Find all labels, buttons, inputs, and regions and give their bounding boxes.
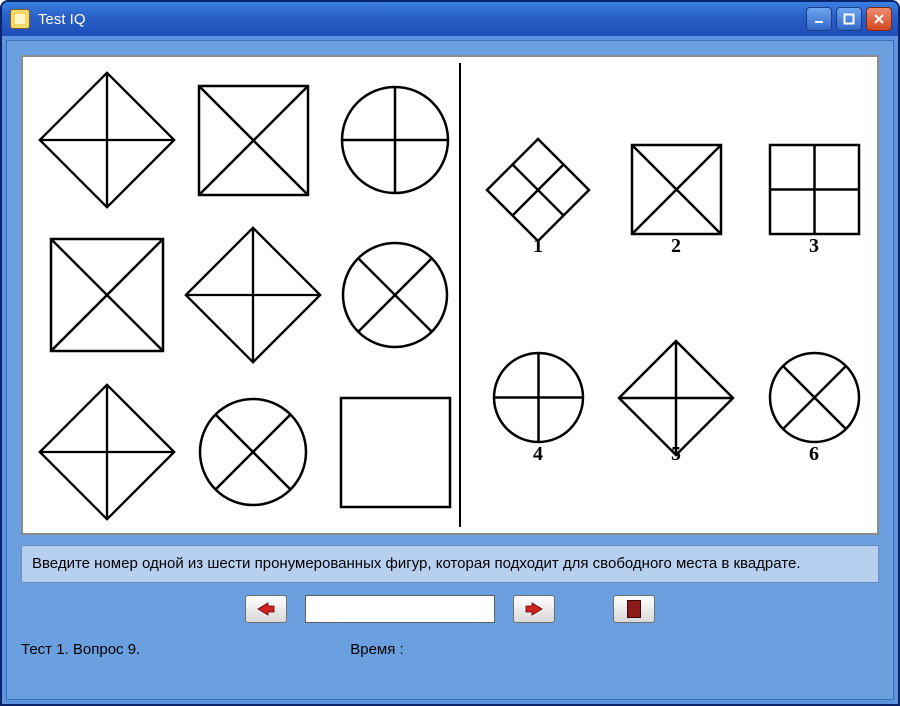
maximize-button[interactable] xyxy=(836,7,862,31)
client-area: 1 2 3 4 5 6 Введите номер одной из шести… xyxy=(6,40,894,700)
option-label: 2 xyxy=(661,235,691,258)
matrix-cell xyxy=(325,65,465,215)
status-question: Тест 1. Вопрос 9. xyxy=(21,641,140,658)
app-window: Test IQ xyxy=(0,0,900,706)
matrix-cell xyxy=(183,377,323,527)
matrix-cell xyxy=(37,377,177,527)
option-label: 6 xyxy=(799,443,829,466)
option-label: 1 xyxy=(523,235,553,258)
matrix-cell xyxy=(183,65,323,215)
door-icon xyxy=(627,600,641,618)
option-label: 5 xyxy=(661,443,691,466)
matrix-cell xyxy=(325,220,465,370)
matrix-grid xyxy=(23,57,459,533)
app-icon xyxy=(10,9,30,29)
window-title: Test IQ xyxy=(38,11,86,28)
options-grid: 1 2 3 4 5 6 xyxy=(459,57,877,533)
instruction-text: Введите номер одной из шести пронумерова… xyxy=(21,545,879,583)
puzzle-area: 1 2 3 4 5 6 xyxy=(21,55,879,535)
matrix-cell xyxy=(37,65,177,215)
matrix-cell xyxy=(37,220,177,370)
status-bar: Тест 1. Вопрос 9. Время : xyxy=(21,641,879,658)
matrix-cell xyxy=(183,220,323,370)
exit-button[interactable] xyxy=(613,595,655,623)
answer-input[interactable] xyxy=(305,595,495,623)
prev-button[interactable] xyxy=(245,595,287,623)
close-button[interactable] xyxy=(866,7,892,31)
titlebar: Test IQ xyxy=(2,2,898,36)
minimize-button[interactable] xyxy=(806,7,832,31)
controls-row xyxy=(21,595,879,623)
status-time-label: Время : xyxy=(350,641,403,658)
option-label: 3 xyxy=(799,235,829,258)
option-label: 4 xyxy=(523,443,553,466)
matrix-cell xyxy=(325,377,465,527)
next-button[interactable] xyxy=(513,595,555,623)
